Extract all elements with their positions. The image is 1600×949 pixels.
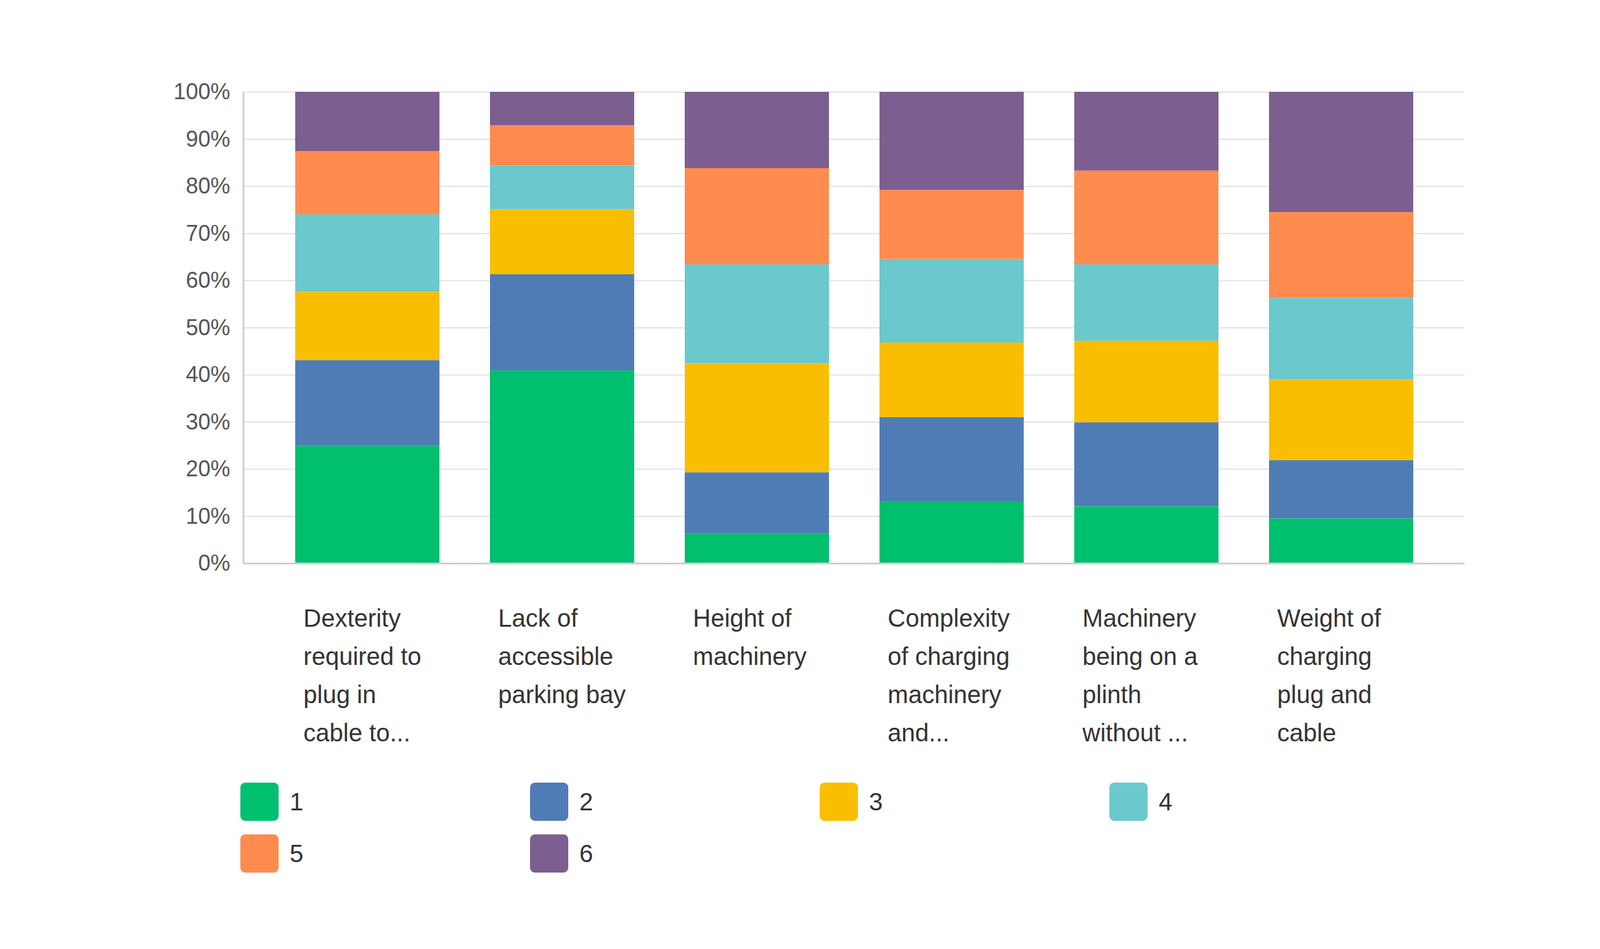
html-text:3: 3 [869,787,883,816]
html-text:6: 6 [579,839,594,867]
svg-text:0%: 0% [197,550,230,576]
svg-text:30%: 30% [185,409,230,435]
svg-text:Dexterityrequired toplug incab: Dexterityrequired toplug incable to... [303,604,421,747]
html-text:4: 4 [1158,787,1173,816]
svg-text:100%: 100% [173,78,230,105]
svg-text:Complexityof chargingmachinery: Complexityof chargingmachineryand... [887,604,1010,747]
svg-text:10%: 10% [185,503,230,529]
svg-text:Height ofmachinery: Height ofmachinery [692,604,807,670]
svg-text:80%: 80% [185,173,230,199]
html-text:2: 2 [579,787,594,816]
html-text:5: 5 [289,839,304,867]
svg-text:50%: 50% [185,314,230,341]
svg-text:Lack ofaccessibleparking bay: Lack ofaccessibleparking bay [497,604,626,709]
svg-text:70%: 70% [185,220,230,246]
svg-text:40%: 40% [185,361,230,388]
svg-text:Weight ofchargingplug andcable: Weight ofchargingplug andcable [1277,604,1382,747]
svg-text:90%: 90% [185,126,230,152]
svg-text:20%: 20% [185,456,230,482]
svg-text:Machinerybeing on aplinthwitho: Machinerybeing on aplinthwithout ... [1081,604,1199,747]
svg-text:60%: 60% [185,267,230,293]
html-text:1: 1 [289,787,304,816]
